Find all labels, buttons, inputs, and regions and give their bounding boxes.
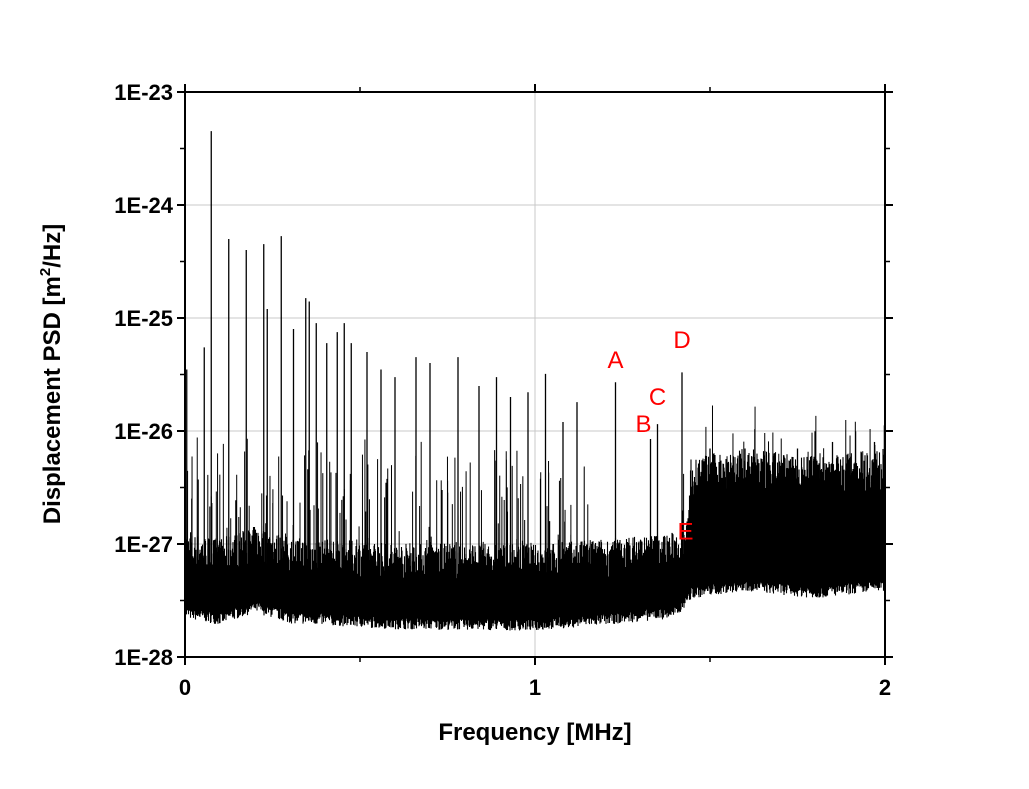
peak-annotation-label: B xyxy=(635,411,651,438)
y-axis-title-tail: /Hz] xyxy=(39,224,66,268)
y-tick-label: 1E-28 xyxy=(114,645,173,670)
y-tick-label: 1E-24 xyxy=(114,193,173,218)
peak-annotations: A BC D E xyxy=(607,327,693,545)
peak-annotation-label: C xyxy=(649,384,666,411)
x-tick-label: 1 xyxy=(529,675,541,700)
x-axis-title: Frequency [MHz] xyxy=(438,719,631,746)
axis-ticks: 1E-28 1E-27 1E-26 1E-25 1E-24 1E-23 0 1 2 xyxy=(114,80,893,700)
y-axis-title-main: Displacement PSD [m xyxy=(39,276,66,524)
spectral-peaks xyxy=(186,131,876,602)
peak-annotation-label: D xyxy=(673,327,690,354)
y-tick-label: 1E-23 xyxy=(114,80,173,105)
y-axis-title-superscript: 2 xyxy=(37,268,54,276)
peak-annotation-label: A xyxy=(607,347,623,374)
x-tick-label: 2 xyxy=(879,675,891,700)
peak-annotation-label: E xyxy=(677,518,693,545)
y-axis-title: Displacement PSD [m2/Hz] xyxy=(37,224,66,524)
x-tick-label: 0 xyxy=(179,675,191,700)
y-tick-label: 1E-25 xyxy=(114,306,173,331)
y-tick-label: 1E-27 xyxy=(114,532,173,557)
y-tick-label: 1E-26 xyxy=(114,419,173,444)
